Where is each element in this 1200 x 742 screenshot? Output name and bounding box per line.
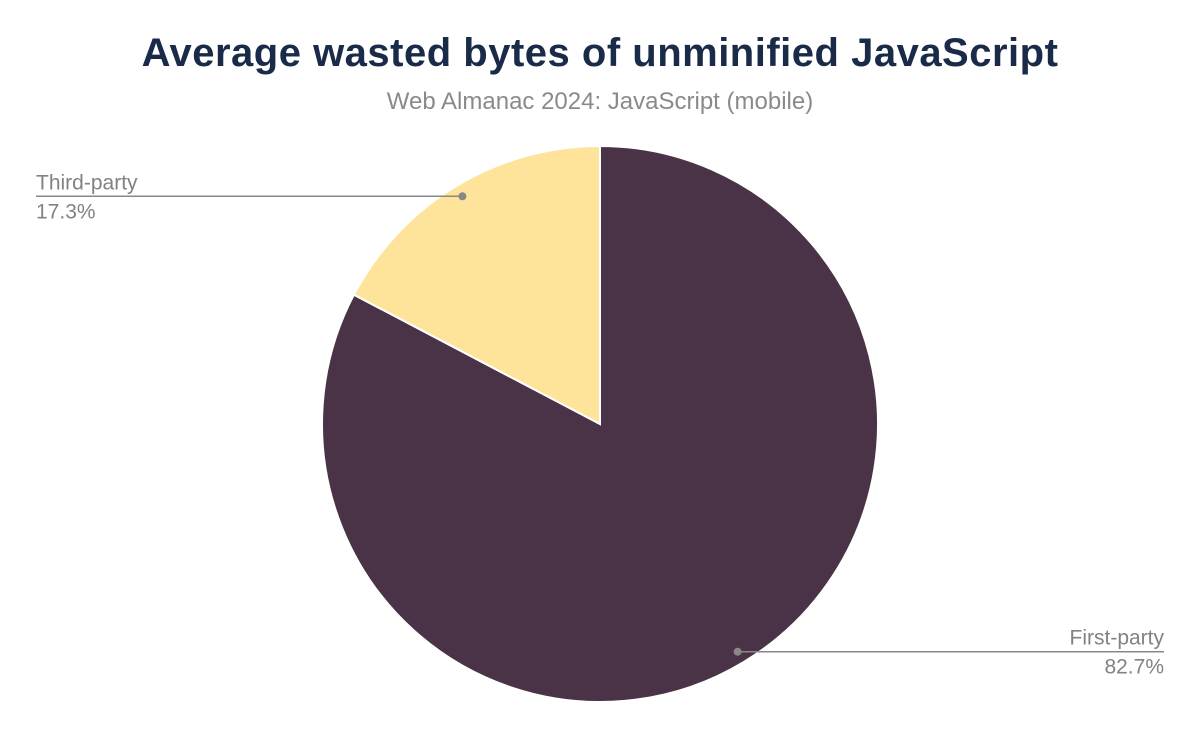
pie-annotations-group: First-party 82.7% Third-party 17.3%	[36, 171, 1165, 679]
first-party-anchor-dot	[733, 647, 742, 656]
third-party-anchor-dot	[458, 192, 467, 201]
chart-subtitle: Web Almanac 2024: JavaScript (mobile)	[386, 88, 814, 115]
first-party-value: 82.7%	[1104, 656, 1164, 679]
chart-title: Average wasted bytes of unminified JavaS…	[141, 31, 1059, 75]
third-party-label: Third-party	[36, 171, 138, 194]
pie-slices-group	[321, 144, 879, 703]
first-party-label: First-party	[1070, 627, 1165, 650]
pie-slice-third-party[interactable]	[352, 144, 601, 426]
third-party-value: 17.3%	[36, 200, 96, 223]
chart-header: Average wasted bytes of unminified JavaS…	[0, 0, 1200, 116]
